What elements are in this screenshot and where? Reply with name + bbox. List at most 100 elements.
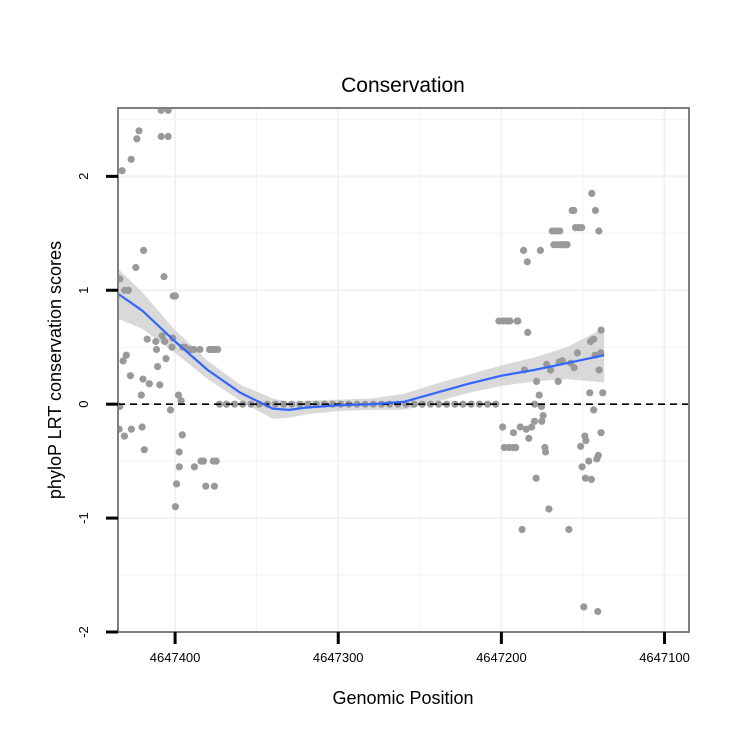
data-point (157, 108, 165, 114)
data-point (483, 400, 492, 408)
data-point (140, 246, 148, 254)
x-tick-label: 4647100 (639, 650, 690, 665)
data-point (538, 417, 546, 425)
data-point (212, 457, 220, 465)
data-point (563, 241, 571, 249)
data-point (499, 423, 507, 431)
data-point (581, 474, 590, 482)
data-point (585, 457, 593, 465)
data-point (120, 432, 128, 440)
data-point (138, 423, 146, 431)
data-point (570, 364, 578, 372)
data-point (108, 410, 115, 417)
data-point (168, 343, 176, 351)
data-point (126, 372, 134, 380)
x-axis-title: Genomic Position (332, 688, 473, 708)
data-point (597, 326, 605, 334)
data-point (582, 437, 590, 445)
data-point (175, 463, 183, 471)
data-point (512, 443, 520, 452)
data-point (135, 127, 143, 135)
data-point (202, 482, 210, 490)
data-point (530, 417, 539, 425)
data-point (118, 425, 123, 433)
plot-area: 4647400 4647300 4647200 4647100 -2 -1 0 1 2 (76, 107, 690, 665)
data-point (506, 317, 514, 325)
data-point (597, 429, 605, 437)
data-point (162, 355, 170, 363)
data-point (532, 474, 540, 482)
data-point (119, 357, 127, 365)
data-point (231, 400, 239, 408)
data-point (565, 525, 573, 534)
x-tick-label: 4647200 (476, 650, 527, 665)
data-point (140, 446, 148, 454)
data-point (577, 442, 585, 450)
data-point (587, 475, 596, 483)
x-tick-label: 4647400 (150, 650, 201, 665)
data-point (145, 380, 153, 388)
data-point (132, 263, 140, 272)
data-point (594, 451, 602, 459)
data-point (164, 108, 172, 114)
data-point (152, 337, 160, 346)
data-point (108, 433, 115, 440)
y-tick-label: -2 (76, 626, 91, 638)
data-point (599, 389, 607, 397)
data-point (175, 448, 183, 456)
chart-title: Conservation (341, 74, 465, 97)
data-point (304, 400, 312, 408)
data-point (595, 227, 603, 235)
data-point (531, 400, 539, 408)
y-tick-label: 0 (76, 401, 91, 408)
data-point (525, 434, 533, 442)
data-point (111, 344, 118, 351)
y-tick-label: -1 (76, 512, 91, 524)
data-point (524, 328, 532, 336)
data-point (177, 397, 185, 405)
x-tick-label: 4647300 (313, 650, 364, 665)
data-point (118, 275, 124, 283)
data-point (533, 377, 541, 385)
data-point (435, 400, 443, 408)
data-point (535, 391, 543, 399)
data-point (514, 317, 522, 325)
data-point (178, 431, 186, 439)
data-point (539, 412, 547, 420)
y-tick-label: 2 (76, 173, 91, 180)
data-point (143, 335, 151, 343)
data-point (520, 246, 528, 254)
data-point (545, 505, 553, 513)
data-point (590, 335, 598, 343)
data-point (118, 167, 126, 175)
data-point (516, 423, 524, 431)
smooth-fit-line (118, 292, 605, 411)
data-point (133, 135, 141, 143)
data-point (190, 463, 198, 471)
data-point (127, 155, 135, 163)
y-axis-title: phyloP LRT conservation scores (45, 241, 65, 499)
data-point (210, 482, 218, 490)
data-point (590, 406, 598, 414)
data-point (528, 423, 536, 431)
data-point (166, 406, 175, 414)
data-point (137, 391, 145, 399)
confidence-band (118, 268, 605, 419)
data-point (459, 400, 467, 408)
data-point (536, 246, 545, 254)
y-tick-label: 1 (76, 287, 91, 294)
data-point (124, 286, 132, 294)
data-point (554, 377, 562, 385)
data-point (171, 292, 179, 300)
data-point (594, 607, 602, 616)
data-point (595, 366, 603, 374)
data-point (546, 366, 555, 374)
data-point (107, 361, 114, 368)
data-point (122, 351, 130, 359)
data-point (588, 189, 596, 197)
data-point (523, 258, 531, 266)
data-point (161, 337, 169, 346)
data-point (591, 206, 600, 215)
data-point (160, 273, 168, 281)
